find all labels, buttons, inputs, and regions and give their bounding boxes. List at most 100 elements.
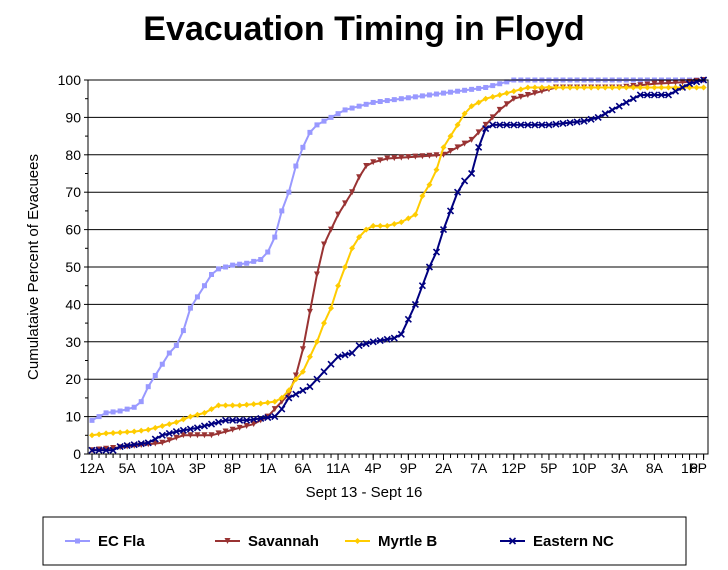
data-point-myrtle-b [320, 320, 327, 327]
data-point-eastern-nc [130, 441, 138, 449]
data-point-eastern-nc [418, 282, 426, 290]
data-point-savannah [320, 241, 327, 248]
data-point-myrtle-b [299, 368, 306, 375]
x-axis-label: Sept 13 - Sept 16 [306, 484, 423, 501]
data-point-myrtle-b [482, 95, 489, 102]
y-tick-label: 10 [65, 409, 81, 425]
data-point-eastern-nc [404, 315, 412, 323]
series-savannah [89, 77, 707, 454]
data-point-savannah [159, 439, 166, 446]
data-point-eastern-nc [292, 390, 300, 398]
data-point-eastern-nc [320, 368, 328, 376]
data-point-myrtle-b [651, 84, 658, 91]
data-point-myrtle-b [433, 166, 440, 173]
data-point-myrtle-b [278, 394, 285, 401]
data-point-savannah [208, 432, 215, 439]
data-point-myrtle-b [637, 84, 644, 91]
data-point-savannah [454, 144, 461, 151]
data-point-eastern-nc [172, 427, 180, 436]
data-point-eastern-nc [622, 98, 630, 107]
data-point-eastern-nc [327, 360, 335, 368]
data-point-eastern-nc [278, 405, 286, 413]
data-point-myrtle-b [567, 84, 574, 91]
data-point-myrtle-b [630, 84, 637, 91]
y-tick-label: 70 [65, 184, 81, 200]
data-point-savannah [201, 432, 208, 439]
data-point-eastern-nc [222, 416, 230, 424]
series-layer [88, 76, 708, 454]
data-point-eastern-nc [608, 106, 616, 114]
data-point-myrtle-b [292, 376, 299, 383]
legend-item-savannah: Savannah [215, 533, 319, 550]
data-point-ec-fla [328, 114, 334, 120]
data-point-myrtle-b [285, 387, 292, 394]
data-point-myrtle-b [363, 226, 370, 233]
data-point-myrtle-b [257, 400, 264, 407]
data-point-savannah [482, 121, 489, 128]
y-tick-label: 40 [65, 296, 81, 312]
y-tick-label: 100 [58, 72, 82, 88]
data-point-savannah [651, 80, 658, 87]
data-point-eastern-nc [594, 113, 602, 121]
data-point-eastern-nc [643, 91, 651, 99]
data-point-savannah [335, 211, 342, 218]
data-point-myrtle-b [581, 84, 588, 91]
data-point-myrtle-b [391, 220, 398, 227]
data-point-eastern-nc [243, 416, 251, 424]
data-point-savannah [243, 422, 250, 429]
legend-item-ec-fla: EC Fla [65, 533, 145, 550]
data-point-ec-fla [117, 408, 123, 414]
data-point-myrtle-b [475, 99, 482, 106]
data-point-eastern-nc [271, 413, 279, 421]
data-point-myrtle-b [609, 84, 616, 91]
data-point-eastern-nc [636, 91, 644, 99]
data-point-savannah [173, 434, 180, 441]
data-point-ec-fla [419, 93, 425, 99]
data-point-ec-fla [342, 107, 348, 113]
data-point-eastern-nc [229, 416, 237, 424]
data-point-ec-fla [89, 417, 95, 423]
x-tick-label: 8P [224, 460, 241, 476]
data-point-ec-fla [356, 103, 362, 109]
data-point-ec-fla [462, 87, 468, 93]
data-point-savannah [236, 424, 243, 431]
data-point-savannah [250, 421, 257, 428]
data-point-eastern-nc [601, 110, 609, 118]
data-point-eastern-nc [538, 121, 546, 129]
data-point-eastern-nc [137, 440, 145, 448]
data-point-myrtle-b [461, 110, 468, 117]
y-tick-label: 80 [65, 147, 81, 163]
data-point-myrtle-b [454, 121, 461, 128]
data-point-eastern-nc [650, 91, 658, 99]
data-point-ec-fla [300, 144, 306, 150]
data-point-myrtle-b [215, 402, 222, 409]
data-point-myrtle-b [271, 398, 278, 405]
data-point-eastern-nc [629, 95, 637, 103]
data-point-myrtle-b [700, 84, 707, 91]
data-point-savannah [180, 432, 187, 439]
data-point-eastern-nc [432, 248, 441, 256]
data-point-myrtle-b [377, 222, 384, 229]
data-point-myrtle-b [236, 402, 243, 409]
data-point-myrtle-b [398, 219, 405, 226]
data-point-ec-fla [124, 406, 130, 412]
data-point-eastern-nc [496, 121, 504, 129]
data-point-ec-fla [201, 283, 207, 289]
x-tick-label: 2A [435, 460, 453, 476]
legend-marker-eastern-nc [508, 537, 517, 545]
data-point-eastern-nc [151, 435, 159, 443]
data-point-eastern-nc [348, 349, 356, 357]
legend-label-myrtle-b: Myrtle B [378, 533, 437, 550]
data-point-eastern-nc [552, 120, 560, 128]
data-point-savannah [187, 432, 194, 439]
data-point-savannah [110, 445, 117, 452]
data-point-myrtle-b [560, 84, 567, 91]
data-point-myrtle-b [187, 413, 194, 420]
data-point-myrtle-b [440, 144, 447, 151]
data-point-savannah [531, 90, 538, 97]
data-point-ec-fla [504, 79, 510, 85]
x-tick-label: 9P [400, 460, 417, 476]
data-point-savannah [384, 155, 391, 162]
data-point-savannah [524, 91, 531, 98]
